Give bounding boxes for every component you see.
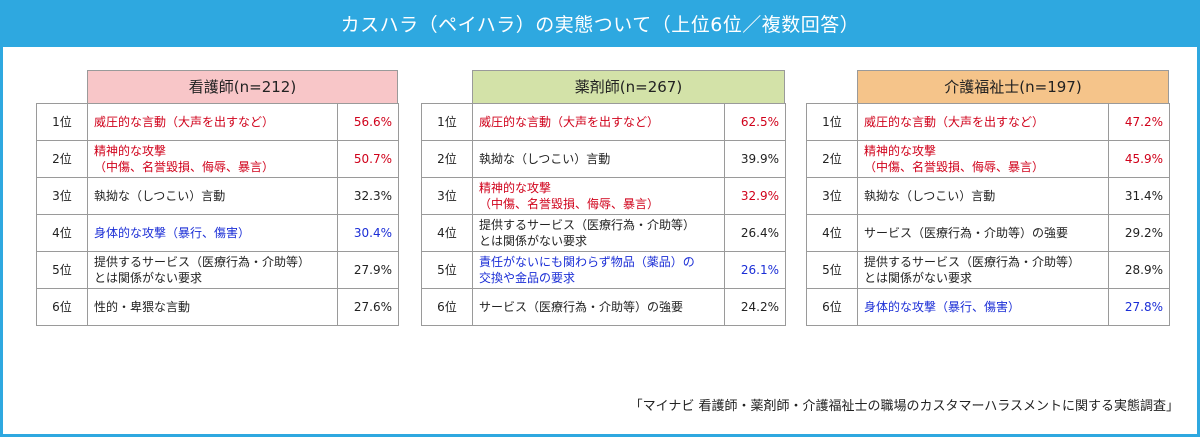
percent-cell: 27.9%	[337, 251, 399, 289]
percent-cell: 31.4%	[1108, 177, 1170, 215]
panel-header: 看護師(n=212)	[87, 70, 398, 103]
item-cell: 提供するサービス（医療行為・介助等） とは関係がない要求	[857, 251, 1109, 289]
item-cell: 執拗な（しつこい）言動	[857, 177, 1109, 215]
ranking-row: 6位 サービス（医療行為・介助等）の強要 24.2%	[421, 288, 786, 326]
rank-cell: 6位	[36, 288, 88, 326]
page-title: カスハラ（ペイハラ）の実態ついて（上位6位／複数回答）	[3, 3, 1197, 47]
percent-cell: 32.3%	[337, 177, 399, 215]
percent-cell: 45.9%	[1108, 140, 1170, 178]
ranking-row: 5位 提供するサービス（医療行為・介助等） とは関係がない要求 27.9%	[36, 251, 399, 289]
percent-cell: 32.9%	[724, 177, 786, 215]
percent-cell: 24.2%	[724, 288, 786, 326]
item-cell: 威圧的な言動（大声を出すなど）	[87, 103, 338, 141]
item-cell: サービス（医療行為・介助等）の強要	[857, 214, 1109, 252]
percent-cell: 27.8%	[1108, 288, 1170, 326]
percent-cell: 50.7%	[337, 140, 399, 178]
percent-cell: 29.2%	[1108, 214, 1170, 252]
percent-cell: 56.6%	[337, 103, 399, 141]
item-cell: 身体的な攻撃（暴行、傷害）	[857, 288, 1109, 326]
item-cell: 威圧的な言動（大声を出すなど）	[472, 103, 725, 141]
ranking-row: 2位 執拗な（しつこい）言動 39.9%	[421, 140, 786, 178]
percent-cell: 26.4%	[724, 214, 786, 252]
percent-cell: 39.9%	[724, 140, 786, 178]
ranking-row: 2位 精神的な攻撃 （中傷、名誉毀損、侮辱、暴言） 50.7%	[36, 140, 399, 178]
ranking-row: 6位 性的・卑猥な言動 27.6%	[36, 288, 399, 326]
item-cell: サービス（医療行為・介助等）の強要	[472, 288, 725, 326]
percent-cell: 28.9%	[1108, 251, 1170, 289]
item-cell: 精神的な攻撃 （中傷、名誉毀損、侮辱、暴言）	[472, 177, 725, 215]
panel-header: 薬剤師(n=267)	[472, 70, 785, 103]
ranking-row: 5位 責任がないにも関わらず物品（薬品）の 交換や金品の要求 26.1%	[421, 251, 786, 289]
item-cell: 性的・卑猥な言動	[87, 288, 338, 326]
rank-cell: 3位	[421, 177, 473, 215]
rank-cell: 1位	[806, 103, 858, 141]
percent-cell: 47.2%	[1108, 103, 1170, 141]
percent-cell: 26.1%	[724, 251, 786, 289]
rank-cell: 2位	[806, 140, 858, 178]
ranking-row: 3位 執拗な（しつこい）言動 32.3%	[36, 177, 399, 215]
ranking-row: 4位 身体的な攻撃（暴行、傷害） 30.4%	[36, 214, 399, 252]
item-cell: 責任がないにも関わらず物品（薬品）の 交換や金品の要求	[472, 251, 725, 289]
rank-cell: 5位	[806, 251, 858, 289]
rank-cell: 5位	[421, 251, 473, 289]
item-cell: 威圧的な言動（大声を出すなど）	[857, 103, 1109, 141]
item-cell: 提供するサービス（医療行為・介助等） とは関係がない要求	[87, 251, 338, 289]
item-cell: 提供するサービス（医療行為・介助等） とは関係がない要求	[472, 214, 725, 252]
percent-cell: 30.4%	[337, 214, 399, 252]
rank-cell: 6位	[806, 288, 858, 326]
item-cell: 執拗な（しつこい）言動	[472, 140, 725, 178]
rank-cell: 1位	[36, 103, 88, 141]
ranking-row: 2位 精神的な攻撃 （中傷、名誉毀損、侮辱、暴言） 45.9%	[806, 140, 1170, 178]
ranking-table: 1位 威圧的な言動（大声を出すなど） 56.6% 2位 精神的な攻撃 （中傷、名誉毀損、侮…	[36, 103, 399, 326]
percent-cell: 62.5%	[724, 103, 786, 141]
rank-cell: 3位	[36, 177, 88, 215]
percent-cell: 27.6%	[337, 288, 399, 326]
ranking-table: 1位 威圧的な言動（大声を出すなど） 62.5% 2位 執拗な（しつこい）言動 39.9%…	[421, 103, 786, 326]
rank-cell: 2位	[36, 140, 88, 178]
rank-cell: 5位	[36, 251, 88, 289]
source-citation: 「マイナビ 看護師・薬剤師・介護福祉士の職場のカスタマーハラスメントに関する実態…	[629, 399, 1179, 414]
item-cell: 精神的な攻撃 （中傷、名誉毀損、侮辱、暴言）	[857, 140, 1109, 178]
ranking-row: 1位 威圧的な言動（大声を出すなど） 62.5%	[421, 103, 786, 141]
ranking-row: 1位 威圧的な言動（大声を出すなど） 56.6%	[36, 103, 399, 141]
item-cell: 精神的な攻撃 （中傷、名誉毀損、侮辱、暴言）	[87, 140, 338, 178]
panel-header: 介護福祉士(n=197)	[857, 70, 1169, 103]
ranking-row: 1位 威圧的な言動（大声を出すなど） 47.2%	[806, 103, 1170, 141]
item-cell: 身体的な攻撃（暴行、傷害）	[87, 214, 338, 252]
ranking-table: 1位 威圧的な言動（大声を出すなど） 47.2% 2位 精神的な攻撃 （中傷、名誉毀損、侮…	[806, 103, 1170, 326]
rank-cell: 4位	[806, 214, 858, 252]
item-cell: 執拗な（しつこい）言動	[87, 177, 338, 215]
ranking-row: 3位 精神的な攻撃 （中傷、名誉毀損、侮辱、暴言） 32.9%	[421, 177, 786, 215]
ranking-row: 5位 提供するサービス（医療行為・介助等） とは関係がない要求 28.9%	[806, 251, 1170, 289]
rank-cell: 2位	[421, 140, 473, 178]
ranking-row: 6位 身体的な攻撃（暴行、傷害） 27.8%	[806, 288, 1170, 326]
rank-cell: 6位	[421, 288, 473, 326]
rank-cell: 1位	[421, 103, 473, 141]
rank-cell: 4位	[36, 214, 88, 252]
rank-cell: 3位	[806, 177, 858, 215]
ranking-row: 3位 執拗な（しつこい）言動 31.4%	[806, 177, 1170, 215]
ranking-row: 4位 提供するサービス（医療行為・介助等） とは関係がない要求 26.4%	[421, 214, 786, 252]
ranking-row: 4位 サービス（医療行為・介助等）の強要 29.2%	[806, 214, 1170, 252]
rank-cell: 4位	[421, 214, 473, 252]
